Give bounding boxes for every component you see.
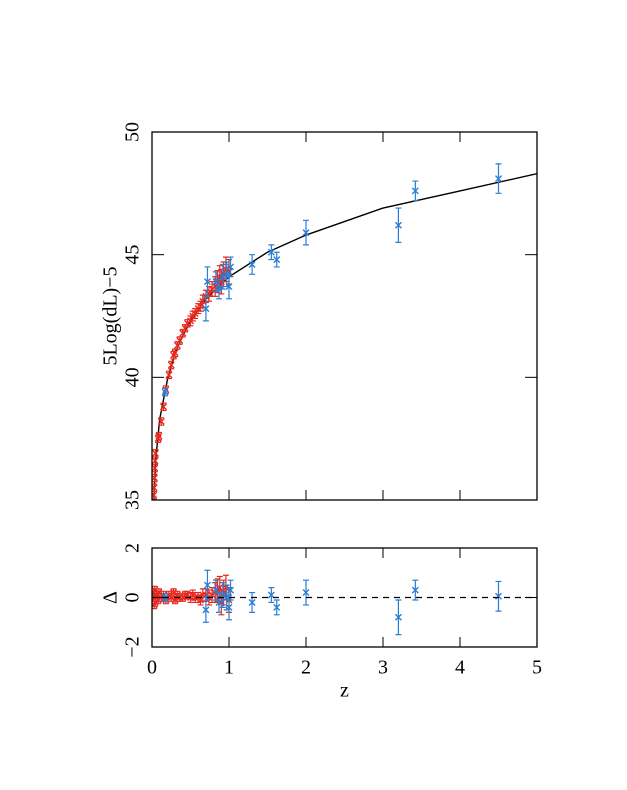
point [394,221,402,229]
point [495,592,502,600]
point [161,388,169,396]
point [225,283,233,291]
point [411,586,419,594]
point [171,349,179,357]
point [227,263,235,271]
plot-area [152,569,502,636]
point [202,606,210,614]
point [273,256,281,264]
point [267,248,275,256]
x-tick-label: 2 [301,657,311,679]
point [215,285,223,293]
point [219,273,227,281]
point [495,175,502,183]
frame [151,131,538,501]
y-tick-label: −2 [122,636,144,657]
point [170,589,178,597]
y-tick-label: 2 [122,543,144,553]
y-tick-label: 50 [122,122,144,142]
point [152,449,159,457]
y-tick-label: 45 [122,245,144,265]
point [394,613,402,621]
x-tick-label: 4 [455,657,465,679]
point [225,603,233,611]
point [203,581,211,589]
point [199,297,207,305]
point [152,464,159,472]
y-axis-label: 5Log(dL)−5 [100,266,122,365]
point [202,305,210,313]
point [152,586,159,594]
point [155,432,163,440]
point [152,491,158,499]
y-tick-label: 40 [122,367,144,387]
y-tick-label: 0 [122,593,144,603]
point [411,187,419,195]
x-tick-label: 0 [147,657,157,679]
point [157,417,165,425]
y-axis-label: Δ [100,591,122,604]
point [176,337,184,345]
point [248,260,256,268]
point [227,586,235,594]
x-tick-label: 3 [378,657,388,679]
point [273,603,281,611]
point [203,278,211,286]
plot-area [152,163,537,500]
point [167,361,175,369]
point [160,403,168,411]
y-tick-label: 35 [122,490,144,510]
model-curve [153,173,537,500]
point [191,310,199,318]
x-axis-label: z [340,680,349,702]
x-tick-label: 5 [532,657,542,679]
point [215,598,223,606]
point [152,457,159,465]
x-tick-label: 1 [224,657,234,679]
point [302,589,310,597]
point [302,229,310,237]
point [248,598,256,606]
point [165,371,173,379]
